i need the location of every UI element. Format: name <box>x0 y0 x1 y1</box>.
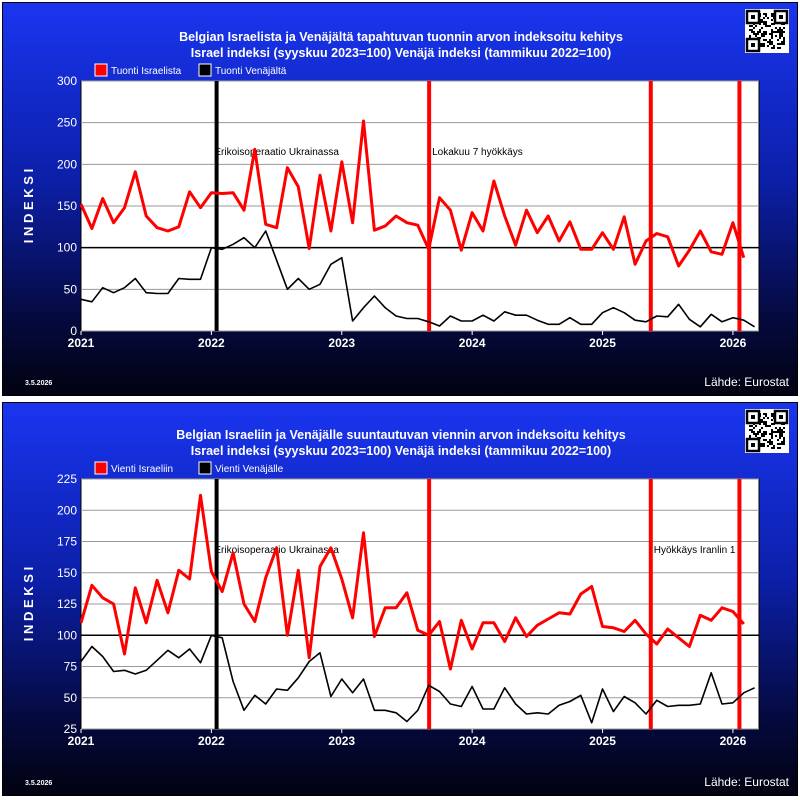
series-line <box>79 493 745 671</box>
event-annotation: Hyökkäys Iranlin 1 <box>654 545 736 556</box>
chart-title-line1: Belgian Israeliin ja Venäjälle suuntautu… <box>176 428 626 442</box>
y-tick-label: 100 <box>57 628 77 642</box>
legend-swatch <box>198 461 212 475</box>
legend-label: Tuonti Venäjältä <box>215 66 287 77</box>
y-tick-label: 125 <box>57 597 77 611</box>
event-annotation: Erikoisoperaatio Ukrainassa <box>214 147 339 158</box>
series-line <box>80 634 755 724</box>
y-tick-label: 75 <box>64 660 78 674</box>
y-tick-label: 150 <box>57 566 77 580</box>
y-tick-label: 175 <box>57 535 77 549</box>
date-stamp: 3.5.2026 <box>25 380 53 387</box>
legend-label: Vienti Venäjälle <box>215 464 284 475</box>
x-tick-label: 2023 <box>328 734 355 748</box>
series-line <box>79 119 746 268</box>
y-tick-label: 300 <box>57 74 77 88</box>
y-tick-label: 50 <box>64 282 78 296</box>
x-tick-label: 2023 <box>328 336 355 350</box>
date-stamp: 3.5.2026 <box>25 780 53 787</box>
x-tick-label: 2026 <box>720 336 747 350</box>
y-tick-label: 250 <box>57 116 77 130</box>
import-chart-panel: Belgian Israelista ja Venäjältä tapahtuv… <box>2 2 798 396</box>
chart-title: Belgian Israelista ja Venäjältä tapahtuv… <box>3 29 799 61</box>
x-tick-label: 2024 <box>459 734 486 748</box>
legend-swatch <box>94 63 108 77</box>
chart-title: Belgian Israeliin ja Venäjälle suuntautu… <box>3 427 799 459</box>
export-chart-panel: Belgian Israeliin ja Venäjälle suuntautu… <box>2 402 798 796</box>
legend-swatch <box>198 63 212 77</box>
legend-label: Vienti Israeliin <box>111 464 173 475</box>
import-line-chart: 0 50 100 150 200 250 300 2021 2022 2023 2024 2025 20… <box>21 63 760 350</box>
y-tick-label: 0 <box>70 324 77 338</box>
y-tick-label: 150 <box>57 199 77 213</box>
y-tick-label: 100 <box>57 241 77 255</box>
chart-title-line2: Israel indeksi (syyskuu 2023=100) Venäjä… <box>190 46 612 60</box>
x-tick-label: 2022 <box>198 734 225 748</box>
legend-label: Tuonti Israelista <box>111 66 182 77</box>
chart-title-line1: Belgian Israelista ja Venäjältä tapahtuv… <box>179 30 623 44</box>
x-tick-label: 2021 <box>68 336 95 350</box>
x-tick-label: 2024 <box>459 336 486 350</box>
y-tick-label: 25 <box>64 722 78 736</box>
x-tick-label: 2025 <box>589 734 616 748</box>
y-tick-label: 225 <box>57 472 77 486</box>
x-tick-label: 2021 <box>68 734 95 748</box>
y-axis-label: I N D E K S I <box>21 169 36 243</box>
y-tick-label: 50 <box>64 691 78 705</box>
x-tick-label: 2025 <box>589 336 616 350</box>
source-label: Lähde: Eurostat <box>704 775 789 789</box>
y-tick-label: 200 <box>57 157 77 171</box>
x-tick-label: 2022 <box>198 336 225 350</box>
y-tick-label: 200 <box>57 503 77 517</box>
x-tick-label: 2026 <box>720 734 747 748</box>
chart-title-line2: Israel indeksi (syyskuu 2023=100) Venäjä… <box>190 444 612 458</box>
source-label: Lähde: Eurostat <box>704 375 789 389</box>
qr-code-icon <box>745 9 789 53</box>
y-axis-label: I N D E K S I <box>21 567 36 641</box>
series-line <box>80 230 756 328</box>
qr-code-icon <box>745 409 789 453</box>
legend-swatch <box>94 461 108 475</box>
event-annotation: Lokakuu 7 hyökkäys <box>432 147 523 158</box>
export-line-chart: 25 50 75 100 125 150 175 200 225 2021 2022 2023 2024… <box>21 461 760 748</box>
